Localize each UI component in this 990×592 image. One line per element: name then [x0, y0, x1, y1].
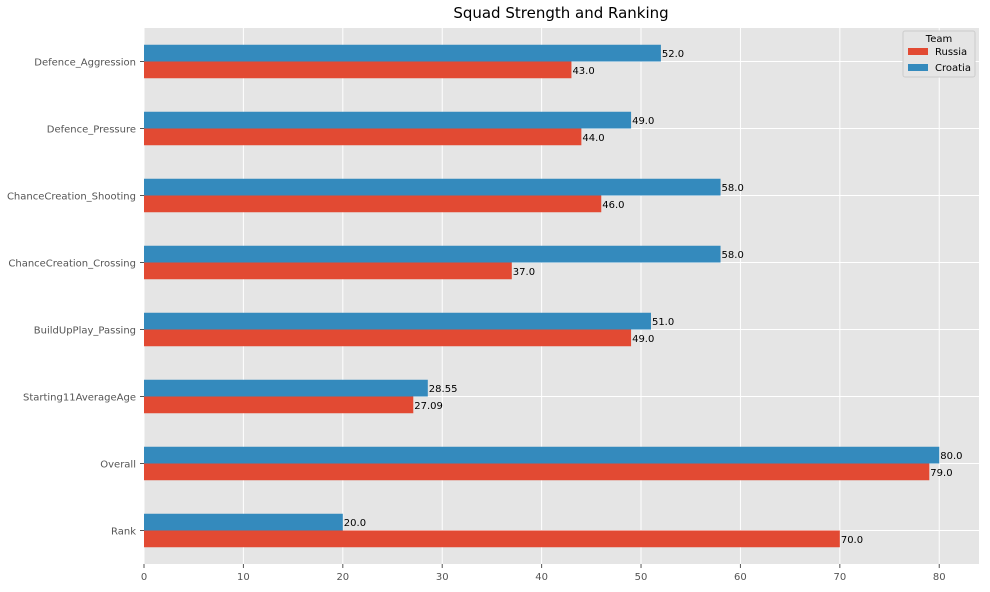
bar-croatia — [144, 312, 651, 330]
bar-croatia — [144, 178, 721, 196]
bar-russia — [144, 463, 930, 481]
y-tick-label: ChanceCreation_Crossing — [8, 259, 136, 270]
x-tick-label: 80 — [933, 572, 946, 583]
bar-croatia — [144, 111, 632, 129]
x-tick-label: 50 — [635, 572, 648, 583]
data-label-croatia: 28.55 — [429, 384, 458, 395]
data-label-russia: 49.0 — [632, 334, 654, 345]
legend-label-croatia: Croatia — [935, 63, 971, 74]
bar-croatia — [144, 446, 940, 464]
data-label-russia: 46.0 — [602, 200, 624, 211]
legend-swatch-russia — [908, 48, 928, 55]
legend-label-russia: Russia — [935, 47, 967, 58]
legend: Team Russia Croatia — [902, 30, 976, 78]
y-tick-label: Rank — [111, 527, 136, 538]
x-tick-label: 30 — [436, 572, 449, 583]
data-label-croatia: 20.0 — [344, 518, 366, 529]
data-label-croatia: 80.0 — [940, 451, 962, 462]
plot-area — [144, 28, 979, 564]
bar-croatia — [144, 245, 721, 263]
bar-croatia — [144, 44, 661, 62]
x-axis: 0 10 20 30 40 50 60 70 80 — [141, 564, 946, 583]
bar-russia — [144, 396, 414, 414]
bar-russia — [144, 128, 582, 146]
x-tick-label: 20 — [336, 572, 349, 583]
bar-russia — [144, 61, 572, 79]
bar-russia — [144, 262, 512, 280]
y-tick-label: Defence_Aggression — [34, 58, 136, 69]
bar-croatia — [144, 379, 428, 397]
y-tick-label: ChanceCreation_Shooting — [7, 192, 136, 203]
bar-russia — [144, 195, 602, 213]
data-label-croatia: 58.0 — [722, 183, 744, 194]
x-tick-label: 60 — [734, 572, 747, 583]
data-labels: 70.0 20.0 79.0 80.0 27.09 28.55 49.0 51.0 37.0 58… — [344, 49, 963, 546]
bar-russia — [144, 530, 840, 548]
bar-croatia — [144, 513, 343, 531]
y-tick-label: Overall — [100, 460, 136, 471]
y-tick-label: BuildUpPlay_Passing — [34, 326, 136, 337]
bars — [144, 44, 940, 548]
y-tick-label: Starting11AverageAge — [23, 393, 136, 404]
data-label-russia: 79.0 — [930, 468, 952, 479]
x-tick-label: 10 — [237, 572, 250, 583]
x-tick-label: 0 — [141, 572, 147, 583]
data-label-russia: 37.0 — [513, 267, 535, 278]
y-tick-label: Defence_Pressure — [47, 125, 136, 136]
data-label-russia: 43.0 — [572, 66, 594, 77]
legend-title: Team — [925, 34, 952, 45]
data-label-russia: 27.09 — [414, 401, 443, 412]
y-axis: Rank Overall Starting11AverageAge BuildUpPl… — [7, 58, 144, 538]
data-label-russia: 44.0 — [582, 133, 604, 144]
data-label-croatia: 49.0 — [632, 116, 654, 127]
x-tick-label: 70 — [833, 572, 846, 583]
data-label-croatia: 52.0 — [662, 49, 684, 60]
x-tick-label: 40 — [535, 572, 548, 583]
legend-swatch-croatia — [908, 64, 928, 71]
chart-title: Squad Strength and Ranking — [453, 4, 668, 22]
data-label-croatia: 58.0 — [722, 250, 744, 261]
bar-russia — [144, 329, 632, 347]
data-label-russia: 70.0 — [841, 535, 863, 546]
data-label-croatia: 51.0 — [652, 317, 674, 328]
